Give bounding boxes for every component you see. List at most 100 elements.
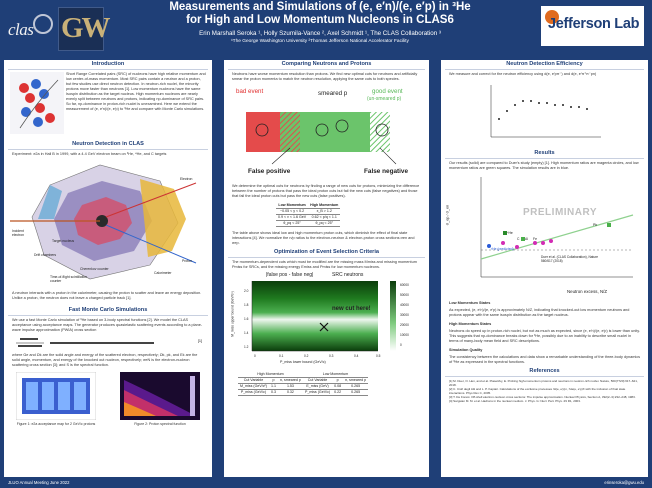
plot-xlabel: Neutron excess, N/Z bbox=[567, 289, 608, 294]
footer-left: JLUO Annual Meeting June 2022 bbox=[8, 480, 70, 485]
figure1-caption: Figure 1: e2a acceptance map for 2 GeV/c… bbox=[16, 422, 96, 426]
heatmap-xtick: 0.2 bbox=[304, 354, 309, 358]
opt-table-subhead: Cut Variable bbox=[302, 377, 333, 384]
references-heading: References bbox=[445, 367, 644, 377]
opt-table-cell: 1.1 bbox=[268, 383, 278, 390]
false-pos-neg-diagram bbox=[232, 112, 422, 165]
result-point bbox=[541, 241, 545, 245]
introduction-text: Short Range Correlated pairs (SRC) of nu… bbox=[66, 72, 206, 111]
jlab-wordmark: Jefferson Lab bbox=[548, 16, 640, 32]
plot-legend: Duer et al. (CLAS Collaboration), Nature… bbox=[541, 255, 599, 263]
bad-event-label: bad event bbox=[236, 88, 264, 95]
annotation-c: C bbox=[517, 237, 520, 241]
opt-table-cell: 0.265 bbox=[343, 389, 369, 396]
reference-item: [4] Sargsian M. M. et al. Hadrons in the… bbox=[449, 399, 581, 403]
simulation-quality-heading: Simulation Quality bbox=[449, 348, 483, 352]
opt-table-cell: 0.32 bbox=[277, 389, 303, 396]
efficiency-plot bbox=[477, 81, 607, 145]
colorbar-tick: 30000 bbox=[400, 313, 409, 317]
good-event-label: good event bbox=[372, 88, 403, 95]
src-pair-figure bbox=[10, 72, 64, 134]
result-point bbox=[503, 231, 507, 235]
low-momentum-text: As expected, (e, e′n)/(e, e′p) is approx… bbox=[449, 308, 630, 317]
optimization-text: The momentum-dependent cuts which must b… bbox=[232, 260, 417, 269]
clas-detector-diagram bbox=[10, 159, 206, 287]
acceptance-map-figure bbox=[16, 372, 96, 420]
result-point bbox=[487, 244, 491, 248]
opt-table-cell: M_miss (GeV/c²) bbox=[238, 383, 269, 390]
heatmap-ytick: 1.6 bbox=[244, 317, 249, 321]
neutron-interaction-text: A neutron interacts with a proton in the… bbox=[12, 291, 202, 300]
ideal-cuts-text: The table above shows ideal low and high… bbox=[232, 231, 415, 245]
opt-table-head-low: Low Momentum bbox=[302, 372, 369, 378]
opt-table-cell: 0.22 bbox=[332, 389, 344, 396]
high-momentum-heading: High Momentum States bbox=[449, 322, 492, 326]
opt-table-cell: 0.08 bbox=[332, 383, 344, 390]
reference-item: [3] T. De Forest. Off-shell electron-nuc… bbox=[449, 395, 636, 399]
ideal-cuts-header-high: High Momentum bbox=[308, 203, 341, 209]
ideal-cut-cell: x_B > 1.2 bbox=[308, 208, 341, 215]
ideal-cut-cell: 0.62 < p/q < 1.1 bbox=[308, 214, 341, 221]
result-point bbox=[521, 237, 525, 241]
opt-table-subhead: n, smeared p bbox=[277, 377, 303, 384]
efficiency-text: We measure and correct for the neutron e… bbox=[449, 72, 597, 76]
poster-footer: JLUO Annual Meeting June 2022 erinseroka… bbox=[0, 478, 652, 488]
simulation-quality-text: The consistency between the calculations… bbox=[449, 355, 641, 364]
heatmap-annotation: new cut here! bbox=[332, 306, 371, 312]
figure2-caption: Figure 2: Proton spectral function bbox=[134, 422, 186, 426]
annotation-pb: Pb bbox=[593, 223, 598, 227]
colorbar-tick: 20000 bbox=[400, 323, 409, 327]
label-target-nucleus: Target nucleus bbox=[52, 239, 75, 243]
annotation-fe: Fe bbox=[533, 237, 537, 241]
label-calorimeter: Calorimeter bbox=[154, 271, 172, 275]
result-point bbox=[515, 245, 519, 249]
heatmap-ytick: 1.8 bbox=[244, 303, 249, 307]
annotation-he4: ⁴He bbox=[507, 231, 513, 235]
title-block: Measurements and Simulations of (e, e′n)… bbox=[110, 1, 530, 45]
opt-table-subhead: p bbox=[332, 377, 344, 384]
label-drift-chambers: Drift chambers bbox=[34, 253, 57, 257]
annotation-he3: ³He (predicted) bbox=[491, 247, 514, 251]
heatmap-ytick: 2.0 bbox=[244, 289, 249, 293]
fast-monte-carlo-text-2: where Ωe and Ωk are the solid angle and … bbox=[12, 353, 198, 367]
optimal-cuts-text: We determine the optimal cuts for neutro… bbox=[232, 184, 420, 198]
colorbar-tick: 0 bbox=[400, 343, 402, 347]
clas-wordmark: clas bbox=[8, 20, 34, 39]
column-right: Neutron Detection Efficiency We measure … bbox=[441, 60, 648, 477]
result-point bbox=[549, 239, 553, 243]
poster-title-line2: for High and Low Momentum Nucleons in CL… bbox=[186, 14, 454, 26]
ideal-cuts-header-low: Low Momentum bbox=[276, 203, 309, 209]
poster-authors: Erin Marshall Seroka ¹, Holly Szumila-Va… bbox=[199, 30, 441, 37]
optimization-heatmap bbox=[251, 281, 396, 352]
colorbar-tick: 60000 bbox=[400, 283, 409, 287]
jlab-mark-icon bbox=[545, 10, 559, 24]
clas-ring-icon bbox=[33, 14, 53, 34]
label-tof-counter: Time-of-flight scintillation counter bbox=[50, 275, 88, 283]
spectral-function-figure bbox=[120, 372, 200, 420]
heatmap-ytick: 1.4 bbox=[244, 331, 249, 335]
ideal-cuts-table: Low Momentum High Momentum −0.05 < y < 0… bbox=[276, 203, 341, 227]
jefferson-lab-logo: Jefferson Lab bbox=[541, 6, 644, 46]
fast-monte-carlo-text: We use a fast Monte Carlo simulation of … bbox=[12, 318, 203, 332]
gw-logo: GW bbox=[58, 7, 111, 51]
opt-table-cell: 1.53 bbox=[277, 383, 303, 390]
heatmap-ylabel: M_miss upper bound (GeV/c²) bbox=[230, 291, 235, 337]
low-momentum-heading: Low Momentum States bbox=[449, 301, 491, 305]
references-list: [1] M. Duer, O. Hen, and et al. Piasetzk… bbox=[441, 377, 648, 405]
false-positive-label: False positive bbox=[248, 168, 291, 175]
footer-right: erinseroka@gwu.edu bbox=[604, 480, 644, 485]
plot-ylabel: σ_ep / σ_en bbox=[445, 204, 450, 226]
heatmap-xtick: 0.3 bbox=[329, 354, 334, 358]
heatmap-yticks: 2.0 1.8 1.6 1.4 1.2 bbox=[244, 284, 248, 354]
equation-number: [1] bbox=[197, 339, 202, 343]
colorbar-tick: 10000 bbox=[400, 333, 409, 337]
label-cherenkov-counter: Cherenkov counter bbox=[80, 267, 109, 271]
ideal-cut-cell: −0.05 < y < 0.2 bbox=[276, 208, 309, 215]
introduction-heading: Introduction bbox=[8, 60, 208, 70]
optimization-heading: Optimization of Event Selection Criteria bbox=[228, 248, 425, 258]
heatmap-xtick: 0 bbox=[254, 354, 256, 358]
ideal-cut-cell: 0.9 < ν < 1.6 GeV bbox=[276, 214, 309, 221]
label-electron: Electron bbox=[180, 177, 193, 181]
poster-affiliations: ¹The George Washington University ²Thoma… bbox=[231, 39, 409, 44]
